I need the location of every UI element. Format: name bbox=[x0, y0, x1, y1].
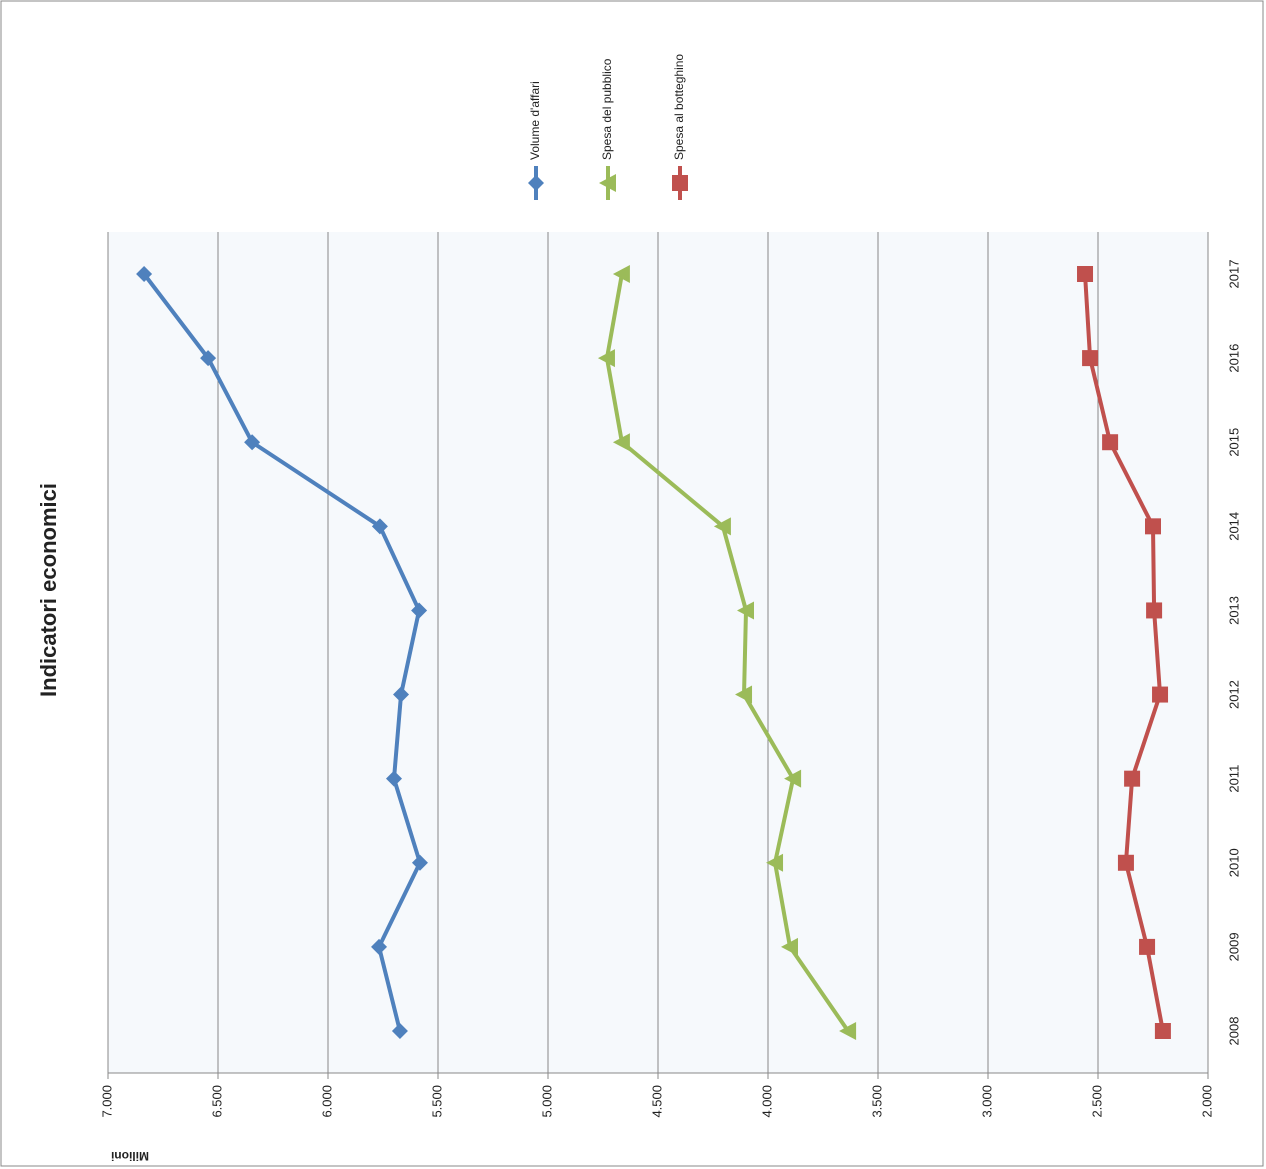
legend-marker bbox=[528, 175, 544, 191]
data-point bbox=[1102, 434, 1119, 451]
data-point bbox=[839, 1022, 857, 1040]
data-point bbox=[1154, 1023, 1171, 1039]
x-tick-label: 2011 bbox=[1226, 765, 1241, 793]
y-tick-label: 3.500 bbox=[869, 1085, 884, 1118]
x-tick-label: 2012 bbox=[1226, 680, 1241, 709]
y-tick-label: 6.500 bbox=[209, 1085, 224, 1118]
data-point bbox=[735, 685, 753, 704]
data-point bbox=[612, 265, 630, 283]
legend-label: Volume d'affari bbox=[528, 81, 542, 160]
data-point bbox=[393, 686, 410, 703]
y-tick-label: 7.000 bbox=[99, 1085, 114, 1118]
series-line bbox=[142, 272, 422, 1032]
series-line bbox=[1083, 273, 1165, 1032]
x-tick-label: 2010 bbox=[1226, 848, 1241, 877]
data-point bbox=[781, 937, 798, 956]
data-point bbox=[713, 517, 731, 536]
data-point bbox=[784, 769, 802, 788]
axis-label: Milioni bbox=[111, 1149, 149, 1163]
y-tick-label: 4.500 bbox=[649, 1085, 664, 1118]
data-point bbox=[612, 433, 630, 452]
data-point bbox=[1145, 518, 1161, 535]
data-point bbox=[597, 349, 615, 368]
x-tick-label: 2014 bbox=[1226, 512, 1241, 541]
data-point bbox=[1139, 938, 1156, 955]
legend-label: Spesa del pubblico bbox=[600, 58, 614, 160]
data-point bbox=[386, 770, 402, 787]
data-point bbox=[371, 938, 388, 955]
chart-title: Indicatori economici bbox=[36, 483, 61, 697]
y-tick-label: 2.500 bbox=[1089, 1085, 1104, 1118]
data-point bbox=[244, 434, 261, 451]
data-point bbox=[371, 518, 388, 535]
y-tick-label: 2.000 bbox=[1199, 1085, 1214, 1118]
x-tick-label: 2017 bbox=[1226, 260, 1241, 289]
data-point bbox=[1152, 686, 1169, 703]
data-point bbox=[1124, 770, 1141, 787]
data-point bbox=[411, 854, 428, 871]
data-point bbox=[200, 350, 217, 367]
x-tick-label: 2009 bbox=[1226, 932, 1241, 961]
data-point bbox=[411, 602, 428, 619]
x-tick-label: 2013 bbox=[1226, 596, 1241, 625]
legend-marker bbox=[672, 175, 688, 191]
data-point bbox=[136, 266, 153, 282]
data-point bbox=[1146, 602, 1163, 619]
y-tick-label: 3.000 bbox=[979, 1085, 994, 1118]
data-point bbox=[1077, 266, 1094, 282]
y-tick-label: 5.500 bbox=[429, 1085, 444, 1118]
x-tick-label: 2016 bbox=[1226, 344, 1241, 373]
data-point bbox=[391, 1023, 408, 1039]
x-tick-label: 2008 bbox=[1226, 1017, 1241, 1046]
x-tick-label: 2015 bbox=[1226, 428, 1241, 457]
data-point bbox=[1082, 350, 1099, 367]
data-point bbox=[737, 601, 754, 620]
legend-marker bbox=[599, 174, 616, 192]
y-tick-label: 6.000 bbox=[319, 1085, 334, 1118]
data-point bbox=[1117, 854, 1134, 871]
data-point bbox=[766, 853, 784, 872]
y-tick-label: 4.000 bbox=[759, 1085, 774, 1118]
y-tick-label: 5.000 bbox=[539, 1085, 554, 1118]
legend-label: Spesa al botteghino bbox=[672, 54, 686, 160]
series-line bbox=[604, 273, 850, 1033]
